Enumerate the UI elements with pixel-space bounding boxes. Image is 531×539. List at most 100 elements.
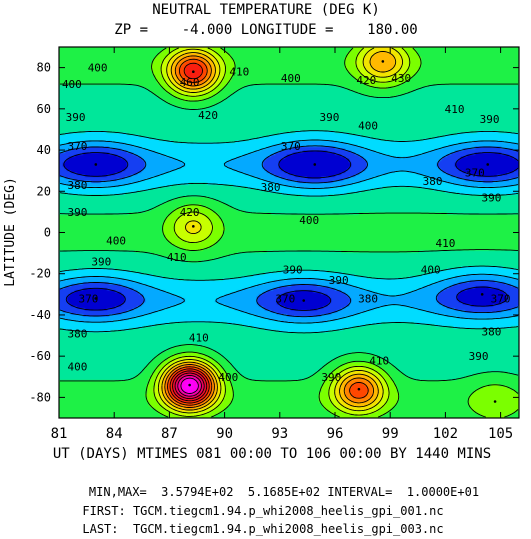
x-tick-label: 105 [488,426,513,442]
contour-label: 410 [189,332,209,345]
last-file-text: LAST: TGCM.tiegcm1.94.p_whi2008_heelis_g… [82,522,443,536]
x-axis: 81 84 87 90 93 96 99 102 105 [51,47,513,442]
maximum-marker [493,400,497,403]
contour-line-470 [169,62,210,404]
maximum-marker [381,60,385,63]
x-tick-label: 93 [271,426,288,442]
maximum-marker [192,70,195,74]
y-axis-label: LATITUDE (DEG) [3,177,18,287]
contour-line-500 [177,374,202,397]
contour-label: 400 [67,360,87,373]
maximum-marker [357,387,361,391]
contour-line-400 [59,83,519,382]
y-tick-label: 60 [37,102,51,116]
y-tick-label: -40 [29,308,51,322]
y-tick-label: 20 [37,184,51,198]
y-tick-label: 0 [44,226,51,240]
contour-label: 400 [281,72,301,85]
minimum-marker [480,293,484,296]
first-file-text: FIRST: TGCM.tiegcm1.94.p_whi2008_heelis_… [82,504,443,518]
contour-label: 420 [180,206,200,219]
maximum-marker [192,225,195,228]
x-tick-label: 87 [161,426,178,442]
contour-label: 410 [167,251,187,264]
maximum-marker [188,383,191,387]
contour-line-490 [174,372,205,400]
contour-label: 400 [299,214,319,227]
contour-line-430 [157,47,404,414]
contour-label: 380 [481,325,501,338]
contour-label: 400 [88,62,108,75]
contour-label: 380 [358,292,378,305]
contour-label: 410 [445,103,465,116]
y-tick-label: -60 [29,349,51,363]
contour-label: 390 [321,371,341,384]
contour-label: 370 [491,292,511,305]
contour-label: 460 [180,76,200,89]
minimum-marker [94,163,98,166]
contour-line-480 [172,370,208,402]
chart-title: NEUTRAL TEMPERATURE (DEG K) [152,2,380,18]
x-axis-label: UT (DAYS) MTIMES 081 00:00 TO 106 00:00 … [53,446,491,462]
contour-label: 390 [283,264,303,277]
contour-label: 380 [67,327,87,340]
contour-line-420 [153,47,411,417]
minimum-marker [313,163,317,166]
contour-label: 420 [356,74,376,87]
contour-label: 410 [369,354,389,367]
contour-label: 390 [67,206,87,219]
contour-line-450 [164,55,375,408]
contour-labels: 400 400 460 410 400 420 430 390 420 390 400 410 390 3… [62,62,511,384]
contour-label: 400 [218,371,238,384]
contour-label: 410 [435,237,455,250]
y-axis: -80 -60 -40 -20 0 20 40 60 80 [29,61,519,404]
y-tick-label: -20 [29,267,51,281]
x-tick-label: 84 [106,426,123,442]
contour-label: 370 [465,167,485,180]
contour-lines [59,47,519,418]
contour-line-460 [167,58,369,406]
minimum-marker [94,297,98,300]
contour-line-360 [63,150,519,311]
minimum-marker [302,299,306,302]
contour-label: 400 [421,264,441,277]
contour-label: 390 [320,111,340,124]
minimum-marker [486,163,490,166]
x-tick-label: 96 [327,426,344,442]
contour-label: 380 [423,175,443,188]
contour-line-390 [59,130,519,334]
y-tick-label: 40 [37,143,51,157]
temperature-heatmap [59,47,519,418]
contour-label: 380 [261,181,281,194]
contour-label: 390 [91,255,111,268]
chart-subtitle: ZP = -4.000 LONGITUDE = 180.00 [114,22,417,38]
y-tick-label: -80 [29,390,51,404]
contour-label: 370 [67,140,87,153]
contour-line-370 [59,145,519,318]
contour-label: 420 [198,109,218,122]
contour-label: 410 [229,66,249,79]
x-tick-label: 81 [51,426,68,442]
contour-label: 390 [329,274,349,287]
x-tick-label: 102 [433,426,458,442]
contour-line-440 [161,51,397,411]
contour-label: 370 [79,292,99,305]
contour-label: 390 [66,111,86,124]
contour-label: 390 [481,191,501,204]
contour-label: 380 [67,179,87,192]
contour-label: 390 [480,113,500,126]
contour-label: 370 [275,292,295,305]
contour-label: 430 [391,72,411,85]
contour-line-380 [59,139,519,324]
plot-area: 400 400 460 410 400 420 430 390 420 390 400 410 390 3… [59,47,519,418]
contour-line-510 [180,377,199,394]
contour-label: 370 [281,140,301,153]
contour-line-410 [145,47,519,418]
contour-label: 400 [358,119,378,132]
minmax-text: MIN,MAX= 3.5794E+02 5.1685E+02 INTERVAL=… [89,485,479,499]
contour-label: 390 [469,350,489,363]
contour-label: 400 [106,235,126,248]
extrema-markers [94,60,497,403]
x-tick-label: 90 [216,426,233,442]
